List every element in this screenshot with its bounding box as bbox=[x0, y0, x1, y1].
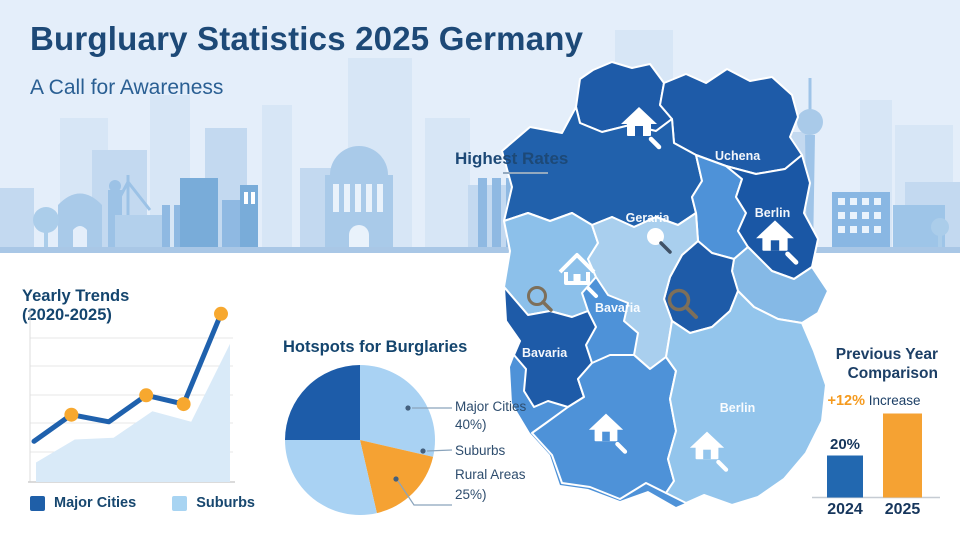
pie-callout-major-cities: Major Cities 40%) bbox=[455, 398, 526, 434]
trends-title: Yearly Trends (2020-2025) bbox=[22, 287, 129, 325]
map-region-nrw bbox=[503, 212, 599, 318]
page-subtitle: A Call for Awareness bbox=[30, 76, 224, 99]
comparison-increase: +12% Increase bbox=[810, 393, 938, 409]
trends-legend: Major Cities Suburbs bbox=[30, 495, 255, 511]
pie-callout-suburbs: Suburbs bbox=[455, 443, 506, 458]
bar-value-2024: 20% bbox=[829, 436, 861, 453]
trends-line-area-chart bbox=[28, 306, 235, 483]
pie-leader-lines bbox=[393, 405, 453, 506]
suburbs-label: Suburbs bbox=[196, 495, 255, 511]
data-point-marker bbox=[214, 306, 228, 321]
house-icon-north bbox=[621, 107, 662, 150]
magnifier-icon-west bbox=[527, 286, 553, 312]
data-point-marker bbox=[139, 388, 154, 403]
pie-callout-rural: Rural Areas 25%) bbox=[455, 466, 526, 504]
comparison-title-line2: Comparison bbox=[847, 365, 938, 382]
comparison-title: Previous Year Comparison bbox=[810, 345, 938, 383]
house-icon-berlin bbox=[756, 220, 799, 265]
pie-slice bbox=[360, 365, 435, 457]
map-label-berlin-ne: Berlin bbox=[754, 206, 791, 220]
pie-slice bbox=[285, 365, 360, 440]
data-point-marker bbox=[64, 407, 79, 422]
magnifier-icon-thuringia bbox=[667, 288, 698, 319]
major-cities-swatch bbox=[30, 495, 45, 511]
hotspots-pie-chart bbox=[285, 365, 435, 515]
map-label-berlin-se: Berlin bbox=[719, 401, 756, 415]
house-icon-southwest bbox=[588, 413, 628, 454]
house-icon-west-outline bbox=[558, 253, 598, 298]
page-title: Burgluary Statistics 2025 Germany bbox=[30, 20, 584, 57]
comparison-bar-2024 bbox=[827, 455, 863, 498]
legend-item-suburbs: Suburbs bbox=[172, 495, 255, 511]
comparison-title-line1: Previous Year bbox=[835, 346, 938, 363]
magnifier-icon-center bbox=[647, 228, 672, 254]
pie-callout-rural-line1: Rural Areas bbox=[455, 467, 526, 482]
germany-map bbox=[501, 61, 829, 507]
trends-title-line1: Yearly Trends bbox=[22, 287, 130, 305]
pie-callout-rural-line2: 25%) bbox=[455, 487, 487, 502]
map-label-uchena: Uchena bbox=[715, 149, 761, 163]
major-cities-line-series bbox=[31, 311, 224, 444]
map-label-bavaria-center: Bavaria bbox=[595, 301, 641, 315]
header-band bbox=[0, 0, 960, 253]
suburbs-swatch bbox=[172, 495, 188, 511]
legend-item-major-cities: Major Cities bbox=[30, 495, 136, 511]
comparison-bar-chart bbox=[812, 413, 940, 499]
year-label-2025: 2025 bbox=[884, 501, 921, 518]
pie-title: Hotspots for Burglaries bbox=[283, 338, 468, 356]
map-label-geraria: Geraria bbox=[625, 211, 670, 225]
data-point-marker bbox=[176, 397, 191, 412]
year-label-2024: 2024 bbox=[827, 501, 863, 518]
suburbs-area-series bbox=[36, 343, 230, 482]
major-cities-label: Major Cities bbox=[54, 495, 137, 511]
map-label-bavaria-west: Bavaria bbox=[522, 346, 568, 360]
increase-percent: +12% bbox=[827, 393, 865, 409]
map-callout-title: Highest Rates bbox=[455, 149, 569, 168]
pie-slice bbox=[285, 440, 377, 515]
comparison-bar-2025 bbox=[883, 413, 922, 498]
house-icon-southeast bbox=[689, 431, 729, 472]
increase-suffix: Increase bbox=[864, 393, 921, 408]
pie-callout-major-line1: Major Cities bbox=[455, 399, 527, 414]
pie-callout-major-line2: 40%) bbox=[455, 417, 487, 432]
trends-title-line2: (2020-2025) bbox=[22, 306, 112, 324]
map-callout-underline bbox=[503, 172, 548, 174]
